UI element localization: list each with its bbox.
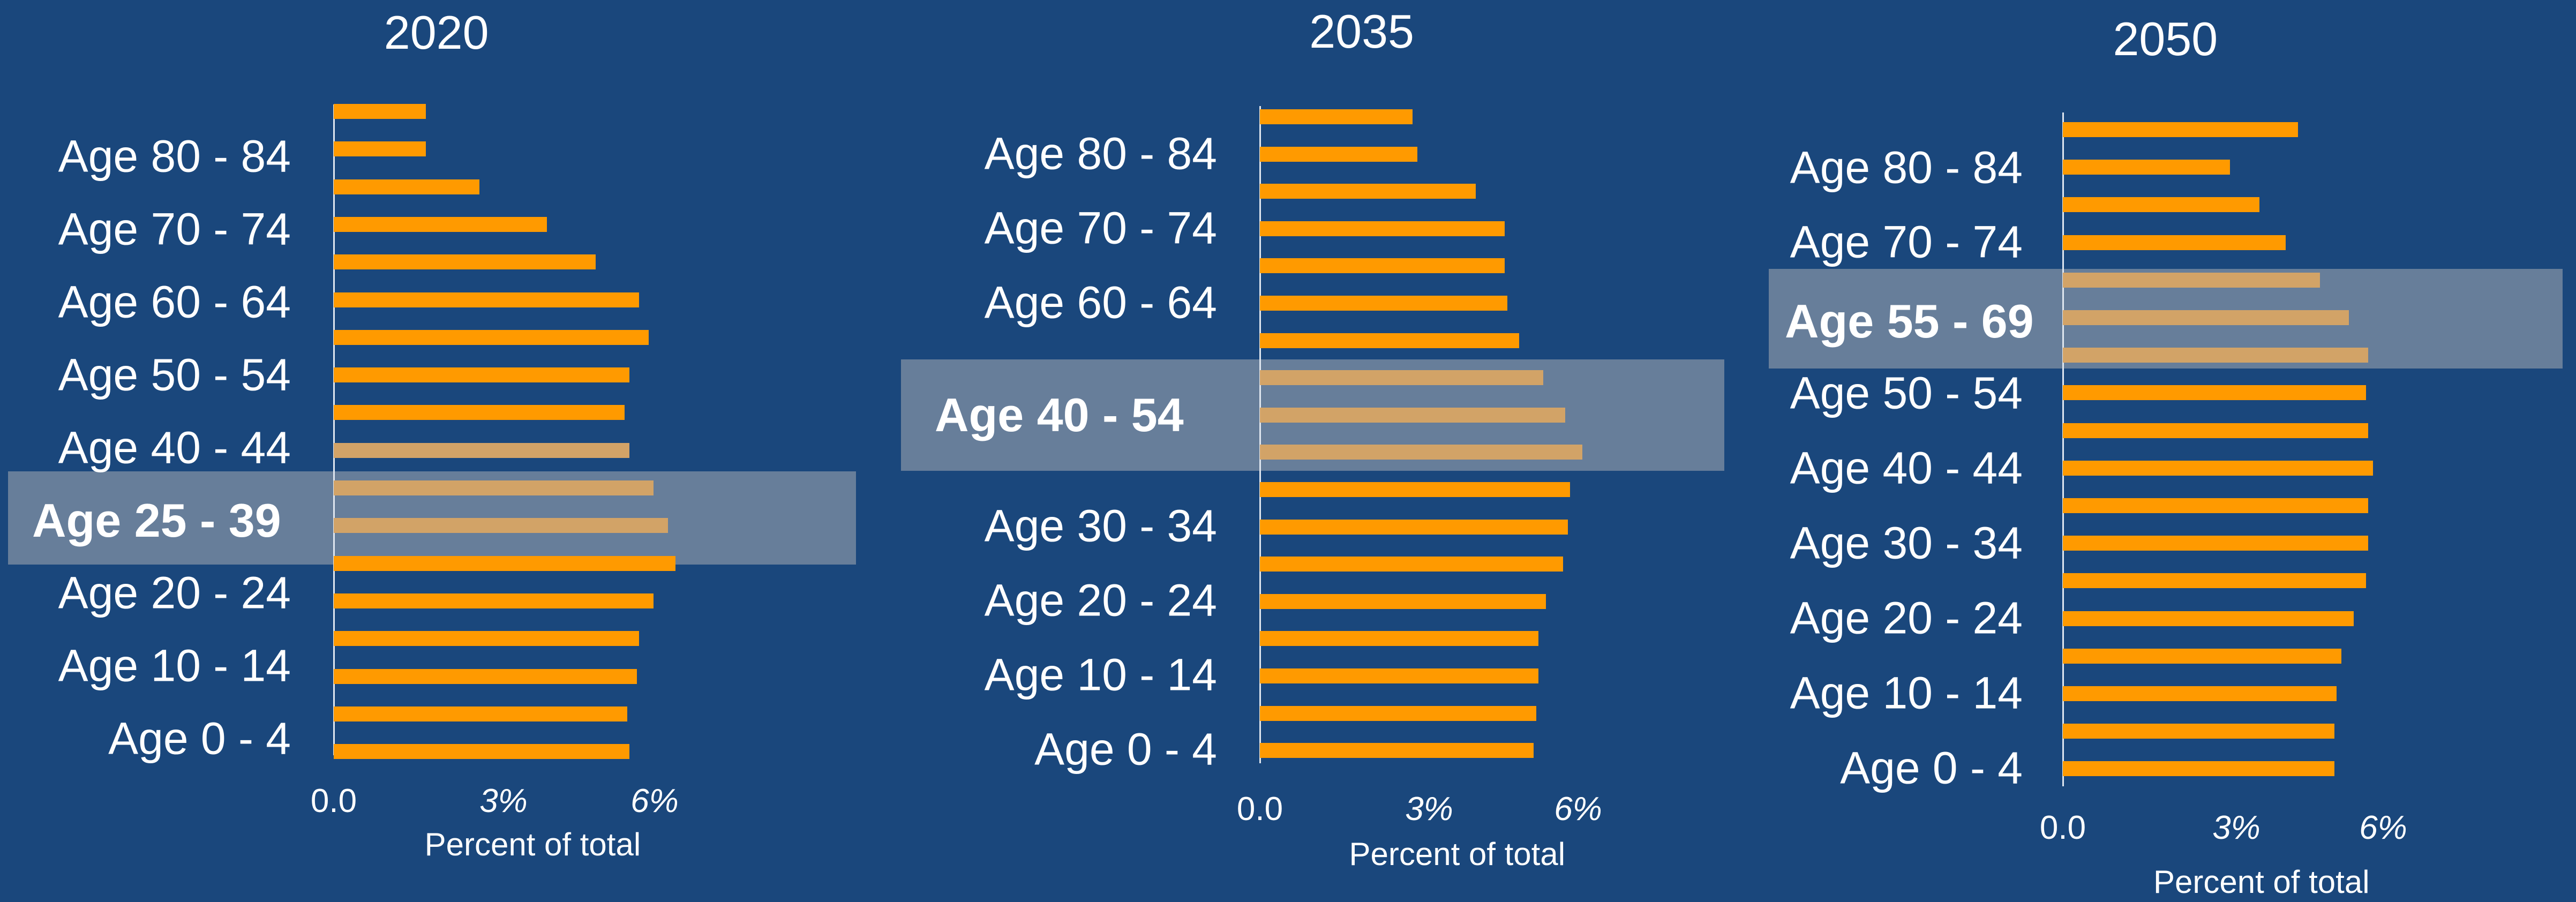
bar-5 [334, 292, 640, 307]
x-axis-label: Percent of total [424, 826, 641, 862]
age-label: Age 50 - 54 [58, 349, 291, 400]
bar-17 [1260, 743, 1534, 758]
bar-15 [2063, 686, 2337, 701]
bar-6 [2063, 348, 2369, 363]
bar-16 [2063, 724, 2334, 739]
bar-13 [1260, 593, 1546, 609]
bar-1 [334, 141, 426, 157]
bar-7 [1260, 370, 1544, 386]
bar-15 [334, 668, 637, 684]
bar-16 [334, 706, 627, 721]
x-axis-label: Percent of total [1349, 836, 1566, 872]
age-label: Age 0 - 4 [108, 713, 291, 764]
bar-3 [2063, 235, 2286, 250]
y-axis-line [333, 104, 335, 755]
bar-11 [1260, 519, 1568, 535]
bar-10 [334, 480, 654, 495]
x-tick-label: 3% [1405, 791, 1453, 828]
x-tick-label: 6% [2359, 809, 2407, 846]
x-tick-label: 0.0 [2039, 809, 2086, 846]
age-label: Age 10 - 14 [1790, 667, 2023, 718]
bar-3 [1260, 221, 1505, 236]
bar-5 [2063, 310, 2349, 325]
bar-14 [2063, 648, 2342, 664]
x-axis-label: Percent of total [2153, 864, 2370, 900]
x-tick-label: 3% [479, 783, 528, 820]
bar-7 [334, 367, 630, 383]
bar-8 [1260, 407, 1566, 423]
bar-4 [334, 254, 596, 270]
bar-0 [1260, 109, 1413, 124]
bar-6 [1260, 333, 1520, 348]
age-label: Age 50 - 54 [1790, 367, 2023, 418]
bar-11 [334, 518, 669, 533]
bar-15 [1260, 668, 1539, 683]
bar-0 [334, 104, 426, 119]
age-label: Age 10 - 14 [58, 640, 291, 691]
y-axis-line [1259, 106, 1261, 763]
age-label: Age 0 - 4 [1034, 724, 1217, 775]
bar-4 [1260, 258, 1505, 274]
age-label: Age 20 - 24 [1790, 592, 2023, 643]
bar-13 [334, 593, 654, 608]
age-label: Age 30 - 34 [1790, 517, 2023, 568]
age-label: Age 20 - 24 [984, 575, 1217, 626]
highlight-age-label: Age 55 - 69 [1785, 295, 2034, 348]
age-label: Age 80 - 84 [984, 128, 1217, 179]
bar-13 [2063, 611, 2354, 626]
bar-8 [334, 405, 625, 420]
highlight-age-label: Age 25 - 39 [32, 494, 281, 547]
bar-10 [1260, 482, 1571, 497]
bar-17 [334, 744, 630, 760]
bar-14 [334, 631, 640, 647]
age-label: Age 70 - 74 [984, 202, 1217, 253]
x-tick-label: 0.0 [1236, 791, 1283, 828]
age-label: Age 40 - 44 [58, 422, 291, 473]
bar-16 [1260, 705, 1536, 721]
age-label: Age 60 - 64 [58, 276, 291, 327]
age-label: Age 0 - 4 [1840, 742, 2023, 793]
age-label: Age 60 - 64 [984, 277, 1217, 328]
chart-title: 2020 [384, 6, 489, 59]
bar-6 [334, 329, 649, 345]
x-tick-label: 0.0 [310, 783, 357, 820]
bar-1 [1260, 146, 1418, 162]
bar-17 [2063, 761, 2334, 777]
bar-9 [1260, 445, 1582, 460]
bar-2 [1260, 184, 1476, 199]
bar-8 [2063, 423, 2369, 438]
bar-12 [1260, 557, 1563, 572]
bar-2 [334, 179, 479, 194]
bar-1 [2063, 160, 2230, 175]
bar-3 [334, 216, 547, 232]
age-label: Age 40 - 44 [1790, 442, 2023, 493]
bar-4 [2063, 272, 2320, 288]
bar-14 [1260, 631, 1539, 647]
bar-7 [2063, 385, 2366, 401]
bar-5 [1260, 296, 1507, 311]
chart-title: 2035 [1309, 5, 1414, 58]
x-tick-label: 6% [1554, 791, 1602, 828]
x-tick-label: 3% [2212, 809, 2260, 846]
bar-9 [2063, 460, 2374, 476]
age-label: Age 10 - 14 [984, 649, 1217, 700]
bar-9 [334, 442, 630, 458]
age-label: Age 80 - 84 [1790, 142, 2023, 193]
bar-11 [2063, 536, 2369, 551]
bar-10 [2063, 498, 2369, 513]
age-label: Age 80 - 84 [58, 131, 291, 182]
age-label: Age 20 - 24 [58, 567, 291, 618]
age-label: Age 70 - 74 [1790, 216, 2023, 267]
age-label: Age 70 - 74 [58, 204, 291, 254]
x-tick-label: 6% [630, 783, 679, 820]
bar-12 [2063, 573, 2366, 589]
chart-title: 2050 [2113, 12, 2218, 65]
y-axis-line [2062, 112, 2064, 786]
bar-12 [334, 555, 676, 571]
age-label: Age 30 - 34 [984, 500, 1217, 551]
bar-2 [2063, 197, 2259, 213]
bar-0 [2063, 122, 2298, 137]
highlight-age-label: Age 40 - 54 [935, 388, 1184, 441]
